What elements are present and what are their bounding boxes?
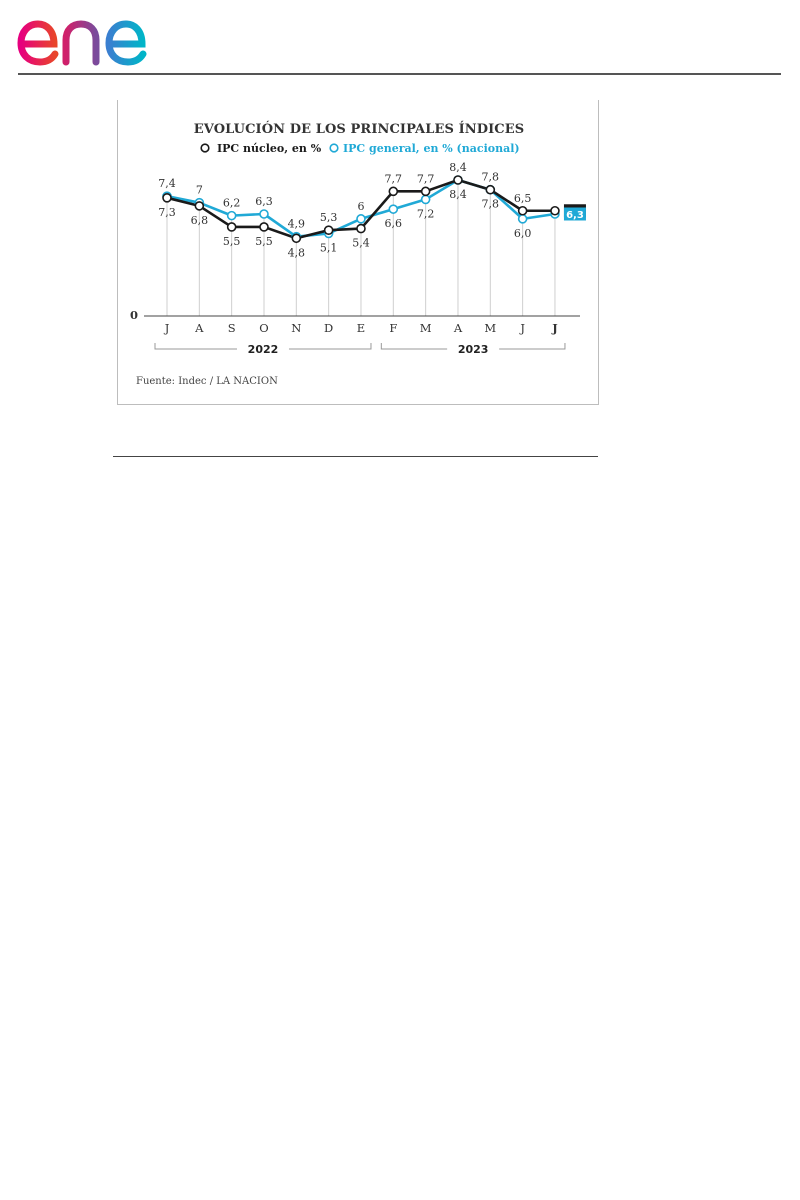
point-s0-6 (356, 223, 366, 234)
value-label-s0-9: 8,4 (449, 161, 467, 174)
point-s1-6 (356, 214, 366, 224)
value-label-s0-6: 5,4 (352, 237, 370, 250)
point-s0-2 (226, 222, 237, 232)
value-label-s0-1: 6,8 (191, 214, 209, 227)
point-s1-7 (388, 204, 399, 214)
value-label-s0-7: 7,7 (385, 172, 403, 185)
source-note: Fuente: Indec / LA NACION (136, 376, 278, 387)
x-tick-label-0: J (164, 321, 170, 335)
grid-layer (166, 180, 556, 316)
value-label-s1-1: 7 (196, 184, 203, 197)
chart-figure: EVOLUCIÓN DE LOS PRINCIPALES ÍNDICES IPC… (117, 100, 599, 405)
value-label-s0-0: 7,3 (158, 206, 176, 219)
x-tick-label-1: A (194, 321, 204, 335)
legend-marker-general (329, 143, 339, 153)
value-label-s1-2: 6,2 (223, 197, 241, 210)
point-s0-0 (162, 193, 172, 203)
logo-letter-n (62, 20, 100, 66)
year-group-layer: 2022 2023 (154, 343, 566, 356)
point-s1-3 (259, 209, 269, 219)
legend-label-general: IPC general, en % (nacional) (343, 142, 520, 155)
series-layer (162, 175, 560, 244)
point-s1-2 (226, 210, 237, 221)
value-label-s0-11: 6,5 (514, 192, 532, 205)
value-label-s1-4: 4,9 (288, 218, 306, 231)
value-label-s1-10: 7,8 (482, 198, 500, 211)
chart-title: EVOLUCIÓN DE LOS PRINCIPALES ÍNDICES (194, 120, 525, 137)
legend-marker-core (200, 143, 210, 153)
point-s1-11 (517, 214, 528, 224)
chart-svg: EVOLUCIÓN DE LOS PRINCIPALES ÍNDICES IPC… (130, 120, 586, 387)
value-label-s1-3: 6,3 (255, 195, 272, 208)
point-s0-10 (485, 184, 496, 195)
enel-logo (17, 6, 162, 66)
value-label-s1-8: 7,2 (417, 207, 435, 220)
x-tick-label-12: J (551, 321, 557, 335)
x-tick-label-6: E (357, 321, 365, 335)
y-tick-zero: 0 (130, 308, 138, 322)
point-s0-3 (259, 222, 269, 232)
logo-letter-e2 (105, 20, 147, 66)
year-bracket-left-1 (380, 343, 448, 350)
value-label-s0-2: 5,5 (223, 235, 241, 248)
year-label-2022: 2022 (248, 343, 279, 356)
value-label-s0-5: 5,3 (320, 211, 338, 224)
point-s1-8 (420, 194, 431, 205)
logo-letter-e1 (17, 20, 59, 66)
year-bracket-left-0 (154, 343, 237, 350)
year-bracket-right-1 (499, 343, 566, 350)
x-tick-label-7: F (389, 321, 397, 335)
value-label-s0-8: 7,7 (417, 172, 435, 185)
point-s0-1 (194, 201, 205, 211)
value-label-s1-7: 6,6 (385, 217, 403, 230)
value-label-s0-10: 7,8 (482, 171, 500, 184)
value-label-s1-5: 5,1 (320, 241, 338, 254)
legend: IPC núcleo, en % IPC general, en % (naci… (200, 142, 520, 155)
point-s0-7 (388, 186, 399, 197)
point-s0-4 (291, 233, 302, 244)
x-tick-label-5: D (324, 321, 333, 335)
point-s0-8 (420, 186, 431, 197)
value-label-s1-9: 8,4 (449, 188, 467, 201)
value-label-s0-3: 5,5 (255, 235, 272, 248)
x-tick-label-8: M (420, 321, 432, 335)
end-label-s1: 6,3 (566, 210, 584, 221)
value-label-s0-4: 4,8 (288, 246, 306, 259)
value-label-s1-11: 6,0 (514, 227, 532, 240)
x-tick-label-9: A (453, 321, 463, 335)
end-label-box-s1 (563, 207, 586, 221)
value-label-s1-6: 6 (357, 200, 364, 213)
x-tick-label-2: S (228, 321, 236, 335)
value-label-s1-0: 7,4 (158, 177, 176, 190)
x-tick-label-11: J (519, 321, 525, 335)
x-tick-label-3: O (259, 321, 268, 335)
point-s0-9 (453, 175, 463, 185)
year-bracket-right-0 (288, 343, 372, 350)
value-label-layer: 7,36,85,55,54,85,35,47,77,78,47,86,56,57… (158, 161, 586, 259)
header-divider (18, 73, 781, 75)
point-s0-12 (550, 205, 560, 216)
x-tick-label-4: N (291, 321, 301, 335)
x-tick-label-10: M (484, 321, 496, 335)
year-label-2023: 2023 (458, 343, 489, 356)
footer-divider (113, 456, 598, 457)
point-s0-5 (323, 225, 334, 235)
point-s0-11 (517, 205, 528, 216)
legend-label-core: IPC núcleo, en % (217, 142, 322, 155)
